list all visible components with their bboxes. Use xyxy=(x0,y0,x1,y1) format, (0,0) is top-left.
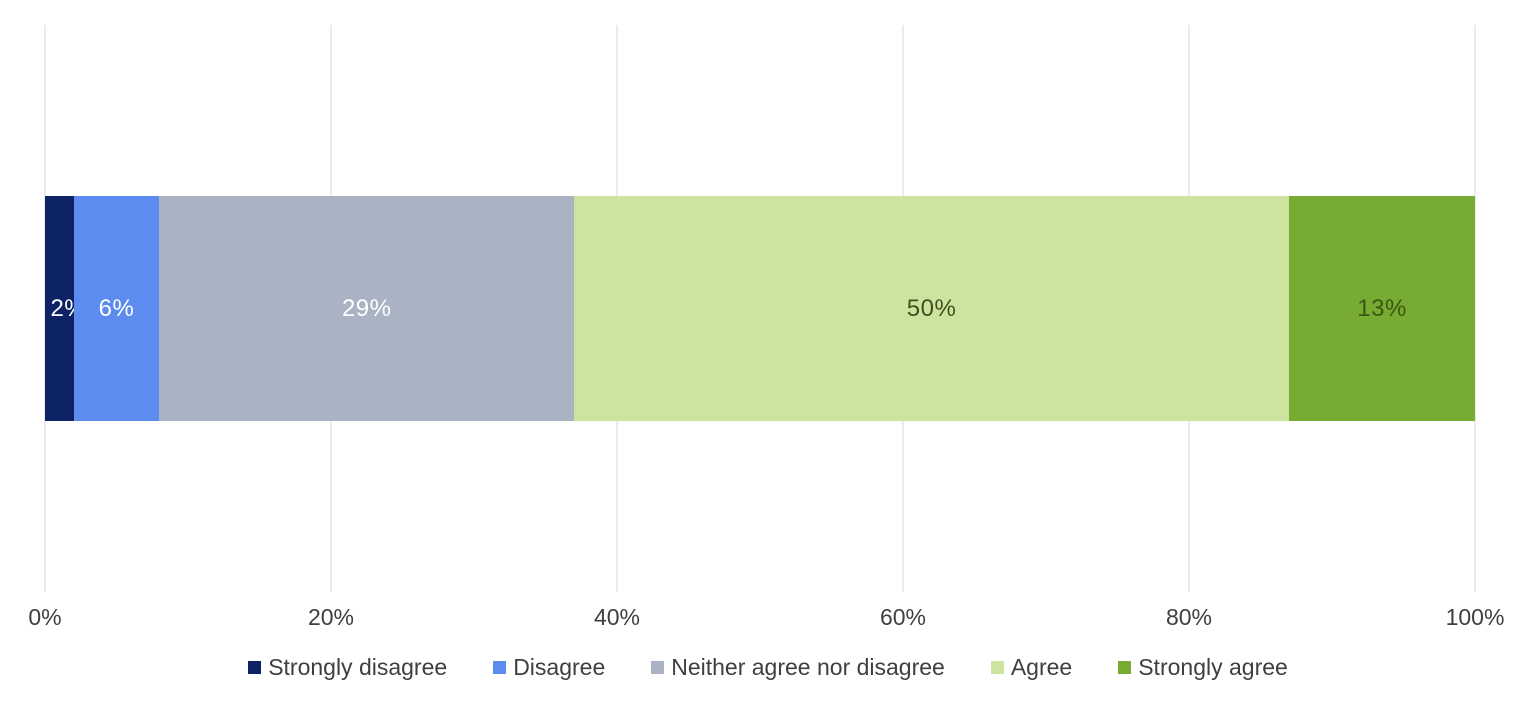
legend-swatch-icon xyxy=(651,661,665,674)
legend-item-strongly-agree: Strongly agree xyxy=(1118,654,1288,681)
legend-label: Neither agree nor disagree xyxy=(671,654,945,680)
legend-label: Strongly disagree xyxy=(268,654,448,680)
x-axis: 0% 20% 40% 60% 80% 100% xyxy=(28,604,1504,634)
bar-data-label: 29% xyxy=(341,294,392,322)
bar-segment-strongly-disagree: 2% xyxy=(45,196,86,421)
legend-swatch-icon xyxy=(990,661,1004,674)
bar-segment-neither-agree-nor-disagree: 29% xyxy=(159,196,575,421)
bar-segment-agree: 50% xyxy=(574,196,1290,421)
legend-swatch-icon xyxy=(493,661,507,674)
legend-swatch-icon xyxy=(248,661,262,674)
legend-item-strongly-disagree: Strongly disagree xyxy=(248,654,447,681)
legend-item-neither-agree-nor-disagree: Neither agree nor disagree xyxy=(651,654,945,681)
legend-swatch-icon xyxy=(1118,661,1132,674)
bar-segment-strongly-agree: 13% xyxy=(1289,196,1475,421)
x-tick-label-20: 20% xyxy=(307,604,355,630)
bar-data-label: 6% xyxy=(98,294,135,322)
x-tick-label-80: 80% xyxy=(1165,604,1213,630)
legend-item-agree: Agree xyxy=(990,654,1073,681)
legend-label: Disagree xyxy=(513,654,606,680)
x-tick-label-40: 40% xyxy=(593,604,641,630)
gridline-100 xyxy=(1474,25,1476,592)
bar-segment-disagree: 6% xyxy=(73,196,160,421)
bar-data-label: 50% xyxy=(906,294,957,322)
legend-label: Agree xyxy=(1010,654,1073,680)
legend-item-disagree: Disagree xyxy=(493,654,605,681)
x-tick-label-0: 0% xyxy=(28,604,62,630)
x-tick-label-100: 100% xyxy=(1445,604,1505,630)
bar-data-label: 13% xyxy=(1357,294,1407,322)
legend: Strongly disagree Disagree Neither agree n… xyxy=(0,654,1536,681)
legend-label: Strongly agree xyxy=(1138,654,1288,680)
stacked-bar: 2% 6% 29% 50% 13% xyxy=(45,196,1475,421)
x-tick-label-60: 60% xyxy=(879,604,927,630)
plot-area: 2% 6% 29% 50% 13% xyxy=(44,25,1476,592)
